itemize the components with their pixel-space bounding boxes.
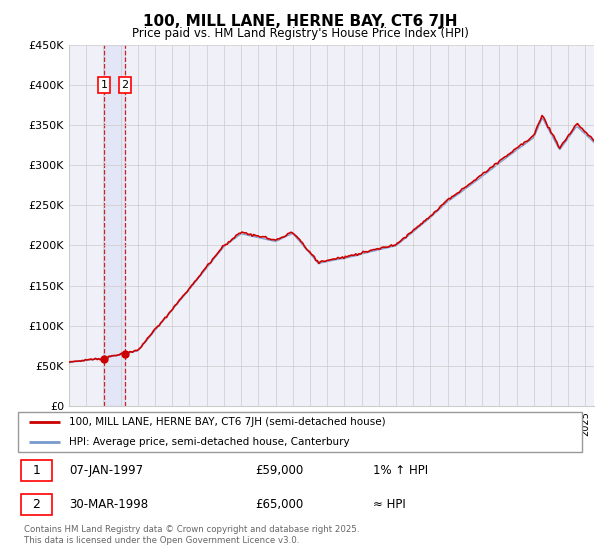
Text: 2: 2 xyxy=(32,498,40,511)
Text: £59,000: £59,000 xyxy=(255,464,303,477)
Text: 07-JAN-1997: 07-JAN-1997 xyxy=(69,464,143,477)
FancyBboxPatch shape xyxy=(21,460,52,481)
Text: £65,000: £65,000 xyxy=(255,498,303,511)
Text: HPI: Average price, semi-detached house, Canterbury: HPI: Average price, semi-detached house,… xyxy=(69,437,349,447)
Text: 100, MILL LANE, HERNE BAY, CT6 7JH (semi-detached house): 100, MILL LANE, HERNE BAY, CT6 7JH (semi… xyxy=(69,417,385,427)
Text: 30-MAR-1998: 30-MAR-1998 xyxy=(69,498,148,511)
Text: 100, MILL LANE, HERNE BAY, CT6 7JH: 100, MILL LANE, HERNE BAY, CT6 7JH xyxy=(143,14,457,29)
Text: 1: 1 xyxy=(32,464,40,477)
FancyBboxPatch shape xyxy=(21,494,52,515)
FancyBboxPatch shape xyxy=(18,412,582,452)
Bar xyxy=(104,45,125,406)
Text: 1% ↑ HPI: 1% ↑ HPI xyxy=(373,464,428,477)
Text: Price paid vs. HM Land Registry's House Price Index (HPI): Price paid vs. HM Land Registry's House … xyxy=(131,27,469,40)
Text: 1: 1 xyxy=(100,80,107,90)
Text: Contains HM Land Registry data © Crown copyright and database right 2025.
This d: Contains HM Land Registry data © Crown c… xyxy=(24,525,359,545)
Text: 2: 2 xyxy=(121,80,128,90)
Text: ≈ HPI: ≈ HPI xyxy=(373,498,406,511)
